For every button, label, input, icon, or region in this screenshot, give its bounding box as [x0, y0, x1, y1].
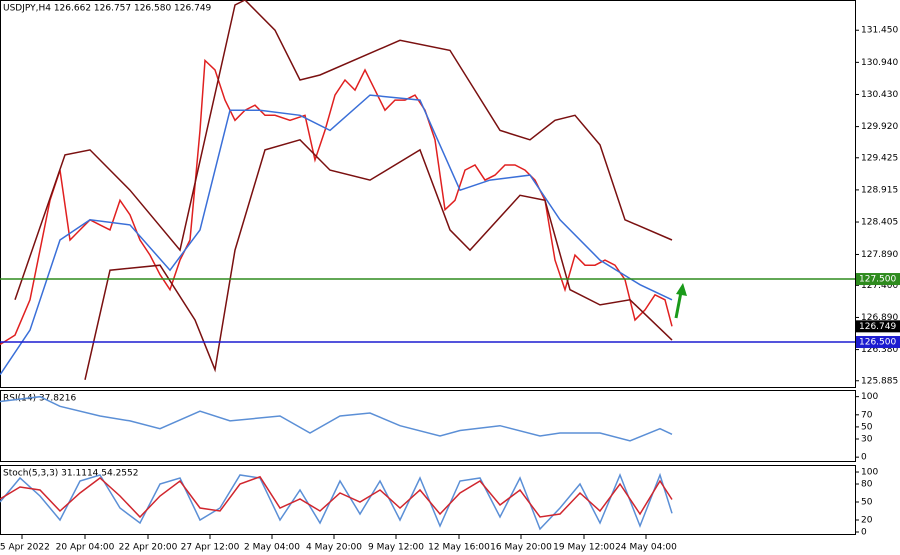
y-tick-label: 126.890 — [861, 313, 898, 323]
y-tick-label: 125.885 — [861, 376, 898, 386]
level-box — [856, 273, 900, 286]
y-tick-label: 128.405 — [861, 218, 898, 228]
y-tick-label: 70 — [861, 410, 873, 420]
y-tick-label: 50 — [861, 422, 873, 432]
x-tick-label: 27 Apr 12:00 — [181, 543, 240, 553]
series-line — [0, 58, 673, 346]
x-tick-label: 20 Apr 04:00 — [56, 543, 115, 553]
x-tick-label: 4 May 20:00 — [306, 543, 362, 553]
y-tick-label: 127.890 — [861, 250, 898, 260]
y-tick-label: 126.380 — [861, 345, 898, 355]
y-tick-label: 30 — [861, 435, 873, 445]
y-tick-label: 130.940 — [861, 58, 898, 68]
x-tick-label: 22 Apr 20:00 — [119, 543, 178, 553]
series-line — [14, 0, 673, 301]
y-tick-label: 100 — [861, 468, 878, 478]
x-tick-label: 24 May 04:00 — [615, 543, 677, 553]
y-tick-label: 129.425 — [861, 153, 898, 163]
series-line — [0, 472, 673, 531]
arrow-head — [676, 283, 687, 296]
x-tick-label: 19 May 12:00 — [553, 543, 615, 553]
series-line — [0, 395, 673, 442]
x-tick-label: 15 Apr 2022 — [0, 543, 50, 553]
panel-title: RSI(14) 37.8216 — [3, 394, 76, 404]
y-tick-label: 50 — [861, 498, 873, 508]
x-tick-label: 9 May 12:00 — [368, 543, 424, 553]
y-tick-label: 131.450 — [861, 26, 898, 36]
y-tick-label: 129.920 — [861, 122, 898, 132]
x-tick-label: 16 May 20:00 — [490, 543, 552, 553]
arrow — [674, 291, 683, 319]
x-tick-label: 2 May 04:00 — [244, 543, 300, 553]
price-panel — [0, 0, 856, 388]
series-line — [0, 475, 673, 519]
panel-title: USDJPY,H4 126.662 126.757 126.580 126.74… — [3, 4, 212, 14]
stoch-panel — [0, 465, 856, 535]
y-tick-label: 100 — [861, 392, 878, 402]
y-tick-label: 20 — [861, 516, 873, 526]
level-box — [856, 336, 900, 349]
level-label: 127.500 — [859, 275, 896, 285]
y-tick-label: 128.915 — [861, 185, 898, 195]
y-tick-label: 0 — [861, 453, 867, 463]
y-tick-label: 127.400 — [861, 281, 898, 291]
y-tick-label: 0 — [861, 528, 867, 538]
last-price-label: 126.749 — [859, 322, 896, 332]
last-price-box — [856, 320, 900, 333]
y-tick-label: 130.430 — [861, 90, 898, 100]
y-tick-label: 80 — [861, 480, 873, 490]
series-line — [84, 138, 673, 380]
level-label: 126.500 — [859, 338, 896, 348]
panel-title: Stoch(5,3,3) 31.1114 54.2552 — [3, 469, 138, 479]
rsi-panel — [0, 390, 856, 462]
series-line — [0, 94, 673, 376]
x-tick-label: 12 May 16:00 — [428, 543, 490, 553]
